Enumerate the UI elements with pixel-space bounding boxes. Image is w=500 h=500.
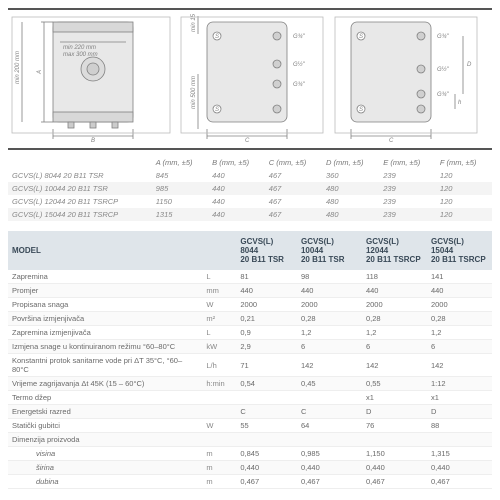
dimensions-table: A (mm, ±5)B (mm, ±5)C (mm, ±5)D (mm, ±5)…	[8, 156, 492, 221]
svg-text:S: S	[359, 107, 363, 113]
diagrams-row: A min 200 mm min 220 mm max 300 mm B G¾"…	[8, 8, 492, 150]
spec-table: MODEL GCVS(L) 804420 B11 TSRGCVS(L) 10044…	[8, 231, 492, 489]
svg-text:G¾": G¾"	[437, 92, 450, 98]
dim-col-header: B (mm, ±5)	[208, 156, 265, 169]
dim-min500: min 500 mm	[191, 76, 197, 109]
svg-text:G¾": G¾"	[437, 34, 450, 40]
svg-text:G½": G½"	[293, 61, 306, 68]
table-row: širinam0,4400,4400,4400,440	[8, 461, 492, 475]
dim-col-header: D (mm, ±5)	[322, 156, 379, 169]
svg-text:G½": G½"	[437, 66, 450, 73]
table-row: Propisana snagaW2000200020002000	[8, 298, 492, 312]
svg-text:D: D	[467, 62, 472, 68]
table-row: Vrijeme zagrijavanja Δt 45K (15 – 60°C)h…	[8, 377, 492, 391]
table-row: Površina izmjenjivačam²0,210,280,280,28	[8, 312, 492, 326]
table-row: visinam0,8450,9851,1501,315	[8, 447, 492, 461]
dim-A: A	[37, 70, 43, 75]
svg-text:G¾": G¾"	[293, 34, 306, 40]
svg-text:G¾": G¾"	[293, 82, 306, 88]
svg-text:S: S	[215, 107, 219, 113]
table-row: GCVS(L) 12044 20 B11 TSRCP11504404674802…	[8, 195, 492, 208]
table-row: ZapreminaL8198118141	[8, 270, 492, 284]
dim-B: B	[91, 138, 95, 144]
table-row: Zapremina izmjenjivačaL0,91,21,21,2	[8, 326, 492, 340]
table-row: Izmjena snage u kontinuiranom režimu °60…	[8, 340, 492, 354]
table-row: Energetski razredCCDD	[8, 405, 492, 419]
table-row: Termo džepx1x1	[8, 391, 492, 405]
note-min220: min 220 mm	[63, 45, 96, 51]
table-row: Statički gubitciW55647688	[8, 419, 492, 433]
diagram-side-1: G¾" G½" G¾" S S min 150 mm min 500 mm C	[177, 14, 327, 144]
table-row: GCVS(L) 15044 20 B11 TSRCP13154404674802…	[8, 208, 492, 221]
table-row: dubinam0,4670,4670,4670,467	[8, 475, 492, 489]
diagram-side-2: G¾" G½" G¾" S S D h C	[331, 14, 481, 144]
svg-text:C: C	[389, 138, 394, 144]
dim-col-header: F (mm, ±5)	[436, 156, 492, 169]
dim-col-header: C (mm, ±5)	[265, 156, 322, 169]
diagram-front: A min 200 mm min 220 mm max 300 mm B	[8, 14, 173, 144]
dim-min200: min 200 mm	[15, 51, 21, 84]
svg-text:C: C	[245, 138, 250, 144]
dim-col-header: E (mm, ±5)	[379, 156, 436, 169]
svg-text:h: h	[458, 100, 462, 106]
spec-col-header	[202, 231, 236, 270]
spec-col-header: MODEL	[8, 231, 202, 270]
table-row: Konstantni protok sanitarne vode pri ΔT …	[8, 354, 492, 377]
spec-col-header: GCVS(L) 1004420 B11 TSR	[297, 231, 362, 270]
spec-col-header: GCVS(L) 804420 B11 TSR	[236, 231, 297, 270]
table-row: GCVS(L) 10044 20 B11 TSR9854404674802391…	[8, 182, 492, 195]
svg-text:S: S	[359, 34, 363, 40]
svg-text:S: S	[215, 34, 219, 40]
table-row: Dimenzija proizvoda	[8, 433, 492, 447]
spec-col-header: GCVS(L) 1204420 B11 TSRCP	[362, 231, 427, 270]
table-row: Promjermm440440440440	[8, 284, 492, 298]
dim-col-header	[8, 156, 152, 169]
note-max300: max 300 mm	[63, 52, 98, 58]
spec-col-header: GCVS(L) 1504420 B11 TSRCP	[427, 231, 492, 270]
dim-col-header: A (mm, ±5)	[152, 156, 208, 169]
table-row: GCVS(L) 8044 20 B11 TSR84544046736023912…	[8, 169, 492, 182]
